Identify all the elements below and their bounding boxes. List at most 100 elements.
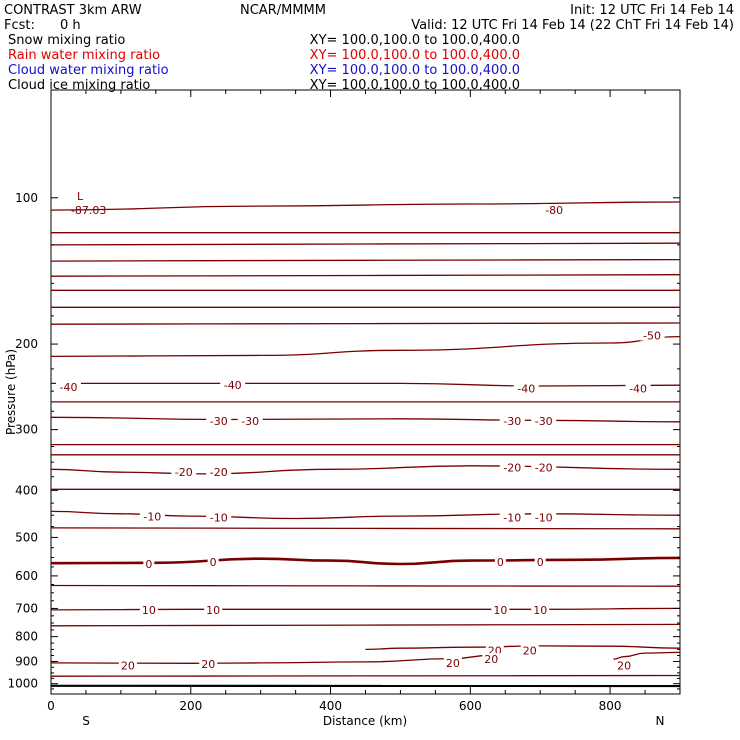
contour-label: -20 xyxy=(210,466,228,479)
contour-label-bg xyxy=(118,659,137,671)
contour-label: 10 xyxy=(533,604,547,617)
contour-line xyxy=(50,274,681,277)
y-axis-title: Pressure (hPa) xyxy=(4,349,18,435)
contour-label: -10 xyxy=(503,512,521,525)
x-axis: 0 200 400 600 800 xyxy=(47,90,681,713)
contour-label-bg xyxy=(139,510,165,522)
y-tick-label: 800 xyxy=(15,630,38,644)
contour-label-bg xyxy=(494,556,506,568)
low-letter: L xyxy=(77,190,84,203)
y-tick-label: 400 xyxy=(15,483,38,497)
contour-label-bg xyxy=(499,415,525,427)
contour-label: 20 xyxy=(523,644,537,657)
y-tick-label: 500 xyxy=(15,530,38,544)
contour-line-20 xyxy=(365,645,681,651)
contour-label: -40 xyxy=(629,383,647,396)
contour-label-bg xyxy=(237,415,263,427)
contour-label-bg xyxy=(499,511,525,523)
legend-xy: XY= 100.0,100.0 to 100.0,400.0 xyxy=(310,63,520,78)
x-end-right: N xyxy=(656,714,665,728)
fcst-value: 0 h xyxy=(60,18,81,33)
legend-label: Cloud ice mixing ratio xyxy=(8,78,150,93)
contour-label: -30 xyxy=(241,415,259,428)
contour-lines xyxy=(50,201,681,688)
contour-label-bg xyxy=(625,382,651,394)
contour-label-bg xyxy=(207,556,219,568)
x-tick-label: 200 xyxy=(179,699,202,713)
contour-label: 20 xyxy=(617,659,631,672)
contour-label-bg xyxy=(513,382,539,394)
contour-labels: -80 -50 -40 -40 -40 -40 -30 -30 -30 -30 -20 -20 -20 -… xyxy=(55,204,665,672)
contour-line-20 xyxy=(50,654,492,664)
contour-label-bg xyxy=(220,379,246,391)
contour-label-bg xyxy=(206,511,232,523)
fcst-label: Fcst: xyxy=(4,18,35,33)
init-time: Init: 12 UTC Fri 14 Feb 14 xyxy=(570,3,734,18)
contour-label-bg xyxy=(199,658,218,670)
contour-label: -40 xyxy=(517,383,535,396)
legend-label: Rain water mixing ratio xyxy=(8,48,160,63)
x-tick-label: 0 xyxy=(47,699,55,713)
legend-label: Cloud water mixing ratio xyxy=(8,63,169,78)
contour-label: -40 xyxy=(224,379,242,392)
x-axis-title: Distance (km) xyxy=(323,714,407,728)
contour-label-bg xyxy=(615,659,634,671)
x-tick-label: 400 xyxy=(319,699,342,713)
contour-line--30 xyxy=(50,416,681,423)
contour-label-bg xyxy=(171,466,197,478)
legend-xy: XY= 100.0,100.0 to 100.0,400.0 xyxy=(310,33,520,48)
contour-label: -20 xyxy=(503,462,521,475)
contour-label: -30 xyxy=(535,415,553,428)
y-tick-label: 200 xyxy=(15,337,38,351)
contour-label-bg xyxy=(206,466,232,478)
y-tick-label: 100 xyxy=(15,191,38,205)
contour-label: 0 xyxy=(497,556,504,569)
low-marker: L-87.03 xyxy=(71,190,106,217)
contour-label: -80 xyxy=(545,204,563,217)
contour-label-bg xyxy=(541,204,567,216)
contour-label-bg xyxy=(639,329,665,341)
contour-line--20 xyxy=(50,465,681,475)
y-tick-label: 900 xyxy=(15,654,38,668)
contour-label: 10 xyxy=(493,604,507,617)
contour-label: -40 xyxy=(59,381,77,394)
contour-label: 20 xyxy=(201,658,215,671)
contour-label: 0 xyxy=(537,556,544,569)
contour-label: 20 xyxy=(484,653,498,666)
contour-label: -30 xyxy=(210,415,228,428)
contour-label-bg xyxy=(531,415,557,427)
legend-label: Snow mixing ratio xyxy=(8,33,125,48)
legend-xy: XY= 100.0,100.0 to 100.0,400.0 xyxy=(310,78,520,93)
contour-label-bg xyxy=(204,603,223,615)
contour-label-bg xyxy=(143,557,155,569)
contour-label-bg xyxy=(520,644,539,656)
x-tick-label: 800 xyxy=(599,699,622,713)
valid-time: Valid: 12 UTC Fri 14 Feb 14 (22 ChT Fri … xyxy=(411,18,734,33)
y-tick-label: 600 xyxy=(15,569,38,583)
contour-line xyxy=(50,527,681,530)
contour-label-bg xyxy=(485,644,504,656)
contour-label-bg xyxy=(491,603,510,615)
contour-label: 20 xyxy=(121,659,135,672)
contour-label-bg xyxy=(499,461,525,473)
contour-line xyxy=(50,674,681,677)
org-label: NCAR/MMMM xyxy=(240,3,326,18)
contour-label: 10 xyxy=(142,604,156,617)
contour-line--40 xyxy=(51,382,681,387)
x-tick-label: 600 xyxy=(459,699,482,713)
y-tick-label: 700 xyxy=(15,601,38,615)
contour-line xyxy=(50,258,681,262)
contour-line--80 xyxy=(50,201,681,211)
contour-label: 0 xyxy=(210,556,217,569)
contour-label-bg xyxy=(531,461,557,473)
contour-label: -50 xyxy=(643,329,661,342)
low-value: -87.03 xyxy=(71,204,106,217)
contour-label-bg xyxy=(534,556,546,568)
contour-label-bg xyxy=(443,656,462,668)
contour-label: -20 xyxy=(535,462,553,475)
contour-line-0 xyxy=(50,556,681,566)
contour-label: -10 xyxy=(535,512,553,525)
contour-label: 0 xyxy=(145,558,152,571)
